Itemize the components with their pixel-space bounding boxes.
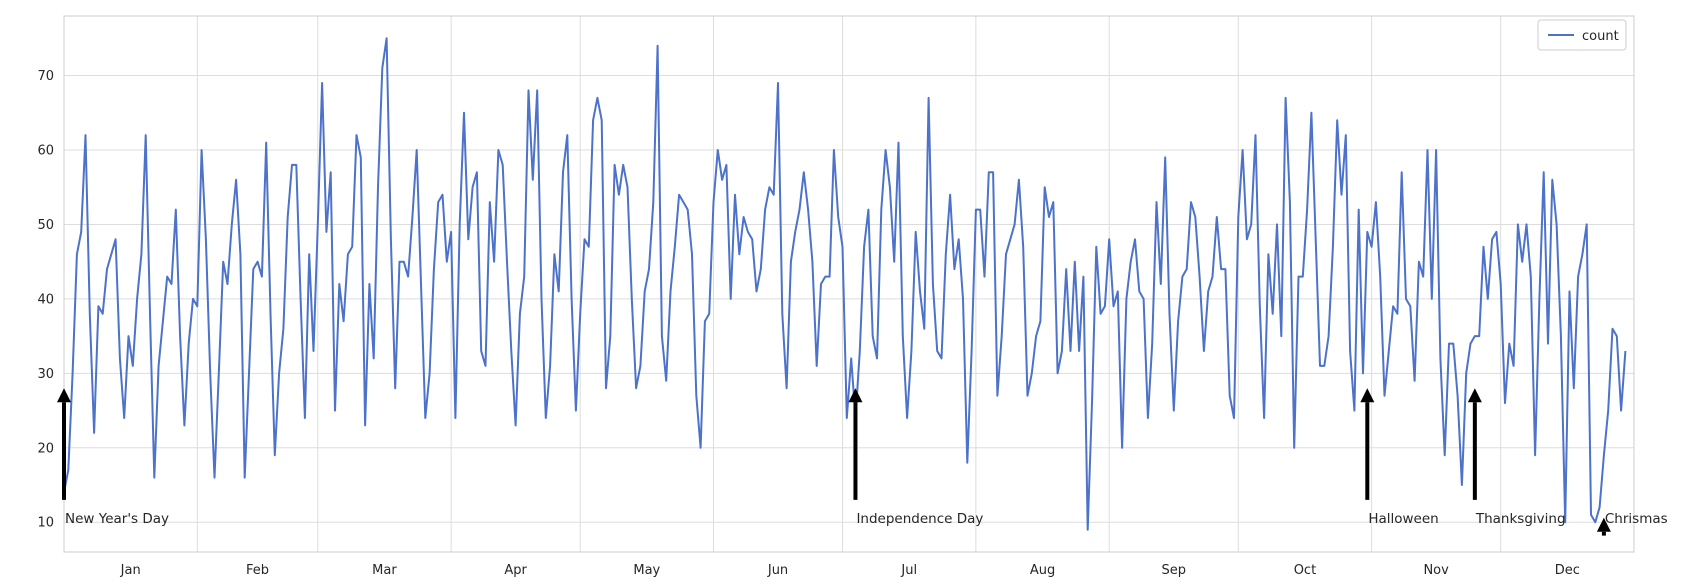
annotation-arrowhead-chrismas bbox=[1596, 517, 1611, 532]
y-axis-ticks: 10 20 30 40 50 60 70 bbox=[37, 69, 54, 531]
x-tick-label-feb: Feb bbox=[246, 563, 269, 578]
series-line-count bbox=[63, 37, 1627, 531]
legend-box bbox=[1537, 19, 1627, 51]
x-tick-label-mar: Mar bbox=[372, 563, 397, 578]
annotation-label-new-year-s-day: New Year's Day bbox=[65, 511, 169, 527]
annotation-arrowhead-new-year-s-day bbox=[57, 388, 71, 403]
y-tick-label: 30 bbox=[37, 367, 54, 382]
x-tick-label-jun: Jun bbox=[767, 563, 788, 578]
annotation-arrowhead-thanksgiving bbox=[1467, 388, 1482, 403]
y-tick-label: 60 bbox=[37, 144, 54, 159]
y-tick-label: 20 bbox=[37, 441, 54, 456]
annotation-label-thanksgiving: Thanksgiving bbox=[1475, 511, 1566, 527]
x-tick-label-may: May bbox=[633, 563, 660, 578]
x-axis-ticks: Jan Feb Mar Apr May Jun Jul Aug Sep Oct Nov Dec bbox=[120, 563, 1580, 578]
x-tick-label-nov: Nov bbox=[1423, 563, 1449, 578]
x-tick-label-aug: Aug bbox=[1030, 563, 1055, 578]
y-tick-label: 50 bbox=[37, 218, 54, 233]
annotation-arrowhead-independence-day bbox=[848, 388, 863, 403]
x-tick-label-apr: Apr bbox=[504, 563, 527, 578]
x-tick-label-oct: Oct bbox=[1294, 563, 1316, 578]
legend: count bbox=[1537, 19, 1627, 51]
x-tick-label-jul: Jul bbox=[900, 563, 917, 578]
holiday-annotations: New Year's Day Independence Day Halloween T… bbox=[57, 388, 1668, 536]
y-tick-label: 70 bbox=[37, 69, 54, 84]
y-tick-label: 40 bbox=[37, 292, 54, 307]
annotation-label-chrismas: Chrismas bbox=[1605, 511, 1668, 527]
annotation-arrowhead-halloween bbox=[1360, 388, 1375, 403]
x-tick-label-sep: Sep bbox=[1161, 563, 1186, 578]
x-tick-label-dec: Dec bbox=[1555, 563, 1580, 578]
annotation-label-independence-day: Independence Day bbox=[856, 511, 983, 527]
annotation-label-halloween: Halloween bbox=[1368, 511, 1438, 527]
plot-frame bbox=[63, 15, 1635, 553]
y-tick-label: 10 bbox=[37, 516, 54, 531]
x-tick-label-jan: Jan bbox=[120, 563, 141, 578]
legend-label: count bbox=[1582, 29, 1619, 44]
